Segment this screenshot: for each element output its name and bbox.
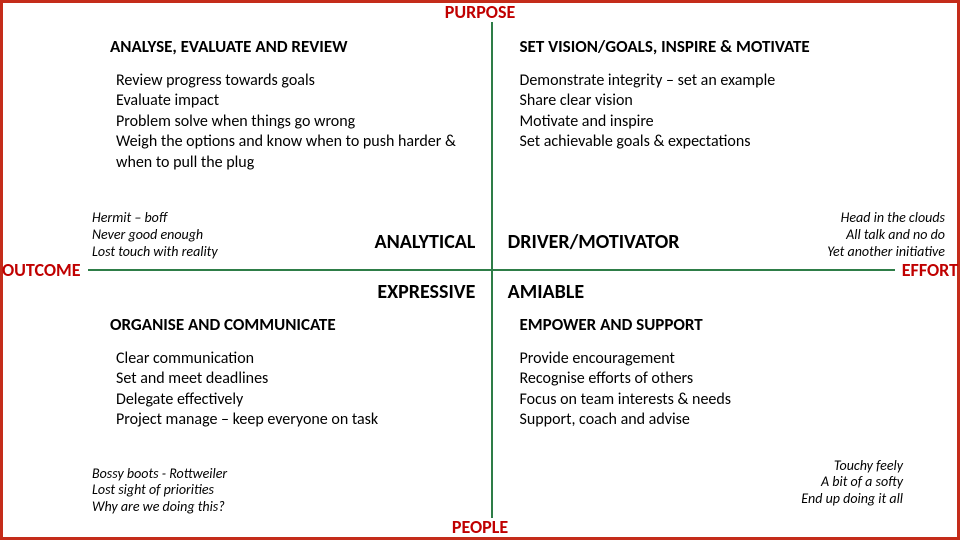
quadrant-heading: ORGANISE AND COMMUNICATE (110, 314, 470, 335)
quadrant-body: Demonstrate integrity – set an example S… (514, 71, 874, 153)
grid: ANALYSE, EVALUATE AND REVIEW Review prog… (88, 22, 895, 518)
failure-text-tr: Head in the clouds All talk and no do Ye… (785, 210, 945, 260)
quadrant-heading: ANALYSE, EVALUATE AND REVIEW (110, 36, 470, 57)
style-label-analytical: ANALYTICAL (374, 230, 475, 254)
quadrant-body: Review progress towards goals Evaluate i… (110, 71, 470, 173)
quadrant-body: Provide encouragement Recognise efforts … (514, 349, 874, 431)
style-label-expressive: EXPRESSIVE (377, 280, 475, 304)
quadrant-diagram: PURPOSE PEOPLE OUTCOME EFFORT ANALYSE, E… (0, 0, 960, 540)
axis-label-right: EFFORT (902, 259, 958, 281)
quadrant-body: Clear communication Set and meet deadlin… (110, 349, 470, 431)
axis-label-bottom: PEOPLE (452, 516, 508, 538)
style-label-driver: DRIVER/MOTIVATOR (508, 230, 680, 254)
axis-label-left: OUTCOME (2, 259, 81, 281)
quadrant-heading: SET VISION/GOALS, INSPIRE & MOTIVATE (514, 36, 874, 57)
failure-text-tl: Hermit – boff Never good enough Lost tou… (92, 210, 218, 260)
axis-label-top: PURPOSE (445, 1, 516, 23)
style-label-amiable: AMIABLE (508, 280, 584, 304)
failure-text-br: Touchy feely A bit of a softy End up doi… (733, 458, 903, 508)
quadrant-heading: EMPOWER AND SUPPORT (514, 314, 874, 335)
failure-text-bl: Bossy boots - Rottweiler Lost sight of p… (92, 466, 227, 516)
